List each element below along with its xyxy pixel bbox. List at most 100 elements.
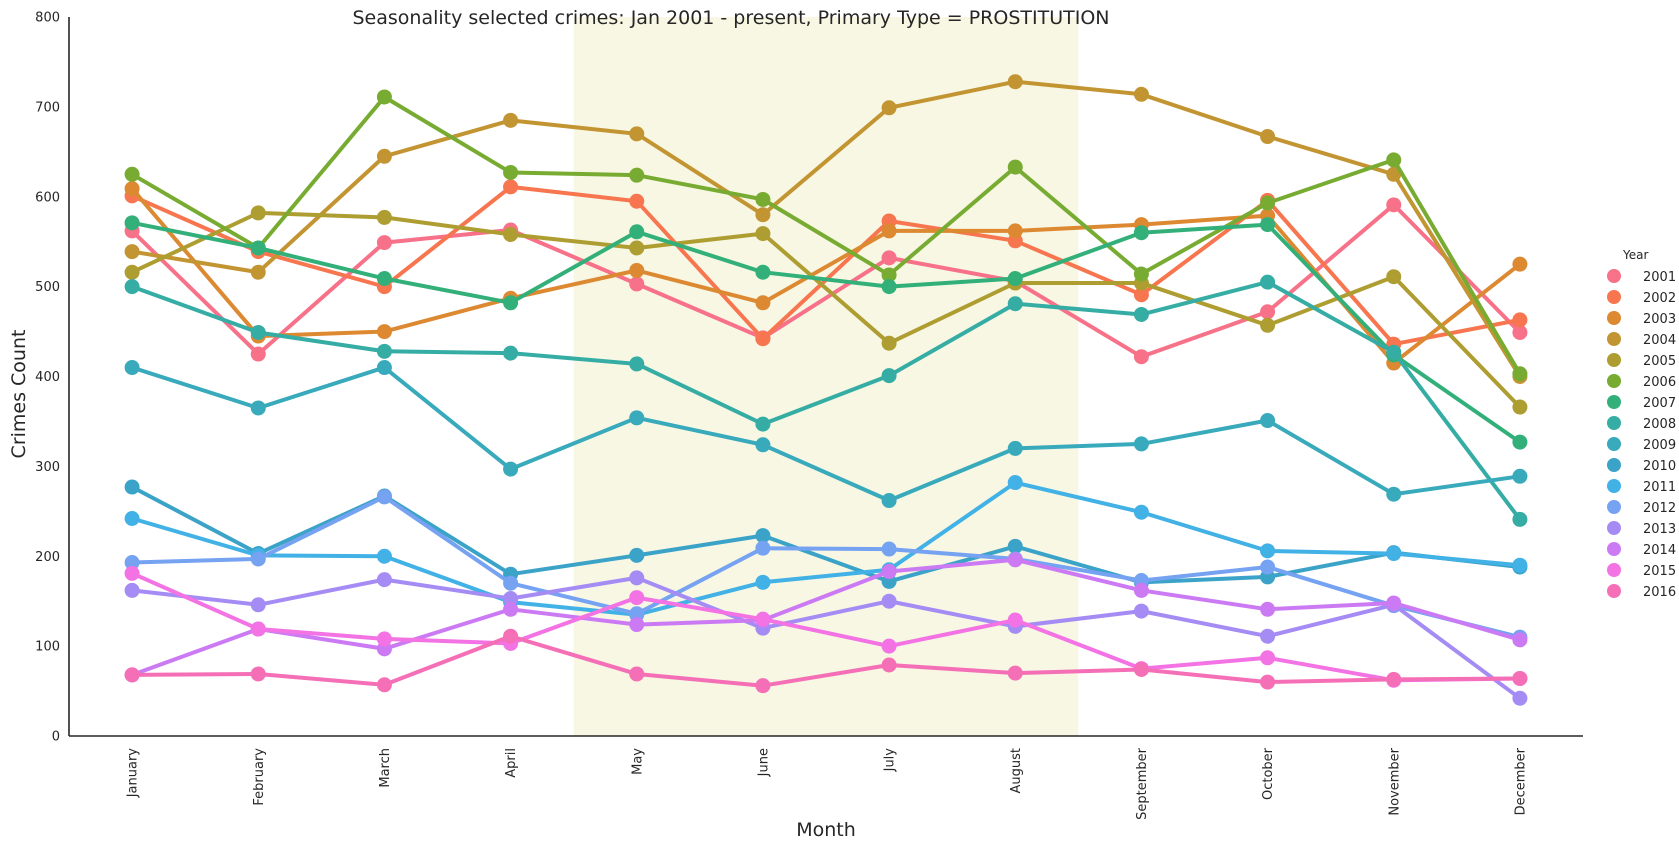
series-line xyxy=(130,186,1522,365)
data-point xyxy=(503,575,519,591)
data-point xyxy=(124,279,140,295)
x-tick-label: August xyxy=(1009,748,1024,794)
legend-label: 2009 xyxy=(1643,438,1676,453)
y-tick-label: 400 xyxy=(35,370,60,385)
data-point xyxy=(1260,650,1276,666)
data-point xyxy=(250,597,266,613)
legend-label: 2016 xyxy=(1643,585,1676,600)
legend-label: 2005 xyxy=(1643,354,1676,369)
data-point xyxy=(124,565,140,581)
data-point xyxy=(755,264,771,280)
data-point xyxy=(1007,475,1023,491)
data-point xyxy=(376,677,392,693)
data-point xyxy=(881,250,897,266)
legend-marker xyxy=(1607,584,1621,598)
data-point xyxy=(503,601,519,617)
data-point xyxy=(124,582,140,598)
data-point xyxy=(755,574,771,590)
x-tick-label: January xyxy=(126,748,141,799)
data-point xyxy=(881,267,897,283)
data-point xyxy=(1512,256,1528,272)
data-point xyxy=(250,666,266,682)
series-line xyxy=(130,365,1522,503)
data-point xyxy=(1386,595,1402,611)
data-point xyxy=(376,343,392,359)
data-point xyxy=(250,346,266,362)
data-point xyxy=(124,244,140,260)
legend-label: 2008 xyxy=(1643,417,1676,432)
data-point xyxy=(250,205,266,221)
legend-title: Year xyxy=(1622,248,1648,262)
legend-marker xyxy=(1607,353,1621,367)
data-point xyxy=(1260,195,1276,211)
data-point xyxy=(1007,74,1023,90)
data-point xyxy=(1260,559,1276,575)
data-point xyxy=(376,148,392,164)
data-point xyxy=(1260,413,1276,429)
legend-marker xyxy=(1607,395,1621,409)
data-point xyxy=(250,264,266,280)
data-point xyxy=(755,295,771,311)
data-point xyxy=(376,548,392,564)
data-point xyxy=(755,528,771,544)
data-point xyxy=(1260,274,1276,290)
data-point xyxy=(629,276,645,292)
data-point xyxy=(503,345,519,361)
legend-marker xyxy=(1607,416,1621,430)
data-point xyxy=(629,617,645,633)
data-point xyxy=(1512,690,1528,706)
legend-marker xyxy=(1607,290,1621,304)
x-tick-label: July xyxy=(883,748,898,773)
data-point xyxy=(1007,296,1023,312)
x-tick-label: December xyxy=(1513,747,1528,815)
data-point xyxy=(1260,543,1276,559)
legend-label: 2010 xyxy=(1643,459,1676,474)
data-point xyxy=(629,224,645,240)
data-point xyxy=(881,564,897,580)
x-tick-label: April xyxy=(504,748,519,778)
data-point xyxy=(1386,197,1402,213)
highlight-span xyxy=(573,17,1079,736)
data-point xyxy=(503,179,519,195)
series-line xyxy=(130,571,1522,683)
legend-label: 2001 xyxy=(1643,270,1676,285)
data-point xyxy=(1133,287,1149,303)
data-point xyxy=(1007,440,1023,456)
legend-label: 2013 xyxy=(1643,522,1676,537)
data-point xyxy=(1512,557,1528,573)
data-point xyxy=(881,335,897,351)
data-point xyxy=(629,606,645,622)
data-point xyxy=(1260,674,1276,690)
data-point xyxy=(755,191,771,207)
data-point xyxy=(1512,468,1528,484)
data-point xyxy=(376,209,392,225)
data-point xyxy=(376,324,392,340)
data-point xyxy=(755,331,771,347)
data-point xyxy=(755,540,771,556)
series-line xyxy=(130,210,1522,410)
data-point xyxy=(1133,661,1149,677)
data-point xyxy=(376,235,392,251)
data-point xyxy=(503,112,519,128)
series-line xyxy=(130,634,1522,688)
data-point xyxy=(881,541,897,557)
legend-label: 2003 xyxy=(1643,312,1676,327)
x-tick-label: February xyxy=(252,748,267,806)
legend-marker xyxy=(1607,458,1621,472)
x-tick-label: March xyxy=(378,748,393,788)
legend-marker xyxy=(1607,332,1621,346)
series-line xyxy=(130,79,1522,379)
data-point xyxy=(1133,436,1149,452)
data-point xyxy=(1133,504,1149,520)
data-point xyxy=(1260,628,1276,644)
legend-label: 2007 xyxy=(1643,396,1676,411)
data-point xyxy=(376,489,392,505)
legend-marker xyxy=(1607,521,1621,535)
data-point xyxy=(881,638,897,654)
data-point xyxy=(629,547,645,563)
data-point xyxy=(1133,225,1149,241)
y-tick-label: 600 xyxy=(35,190,60,205)
data-point xyxy=(1386,166,1402,182)
series-line xyxy=(130,480,1522,617)
series-2013 xyxy=(124,570,1528,706)
